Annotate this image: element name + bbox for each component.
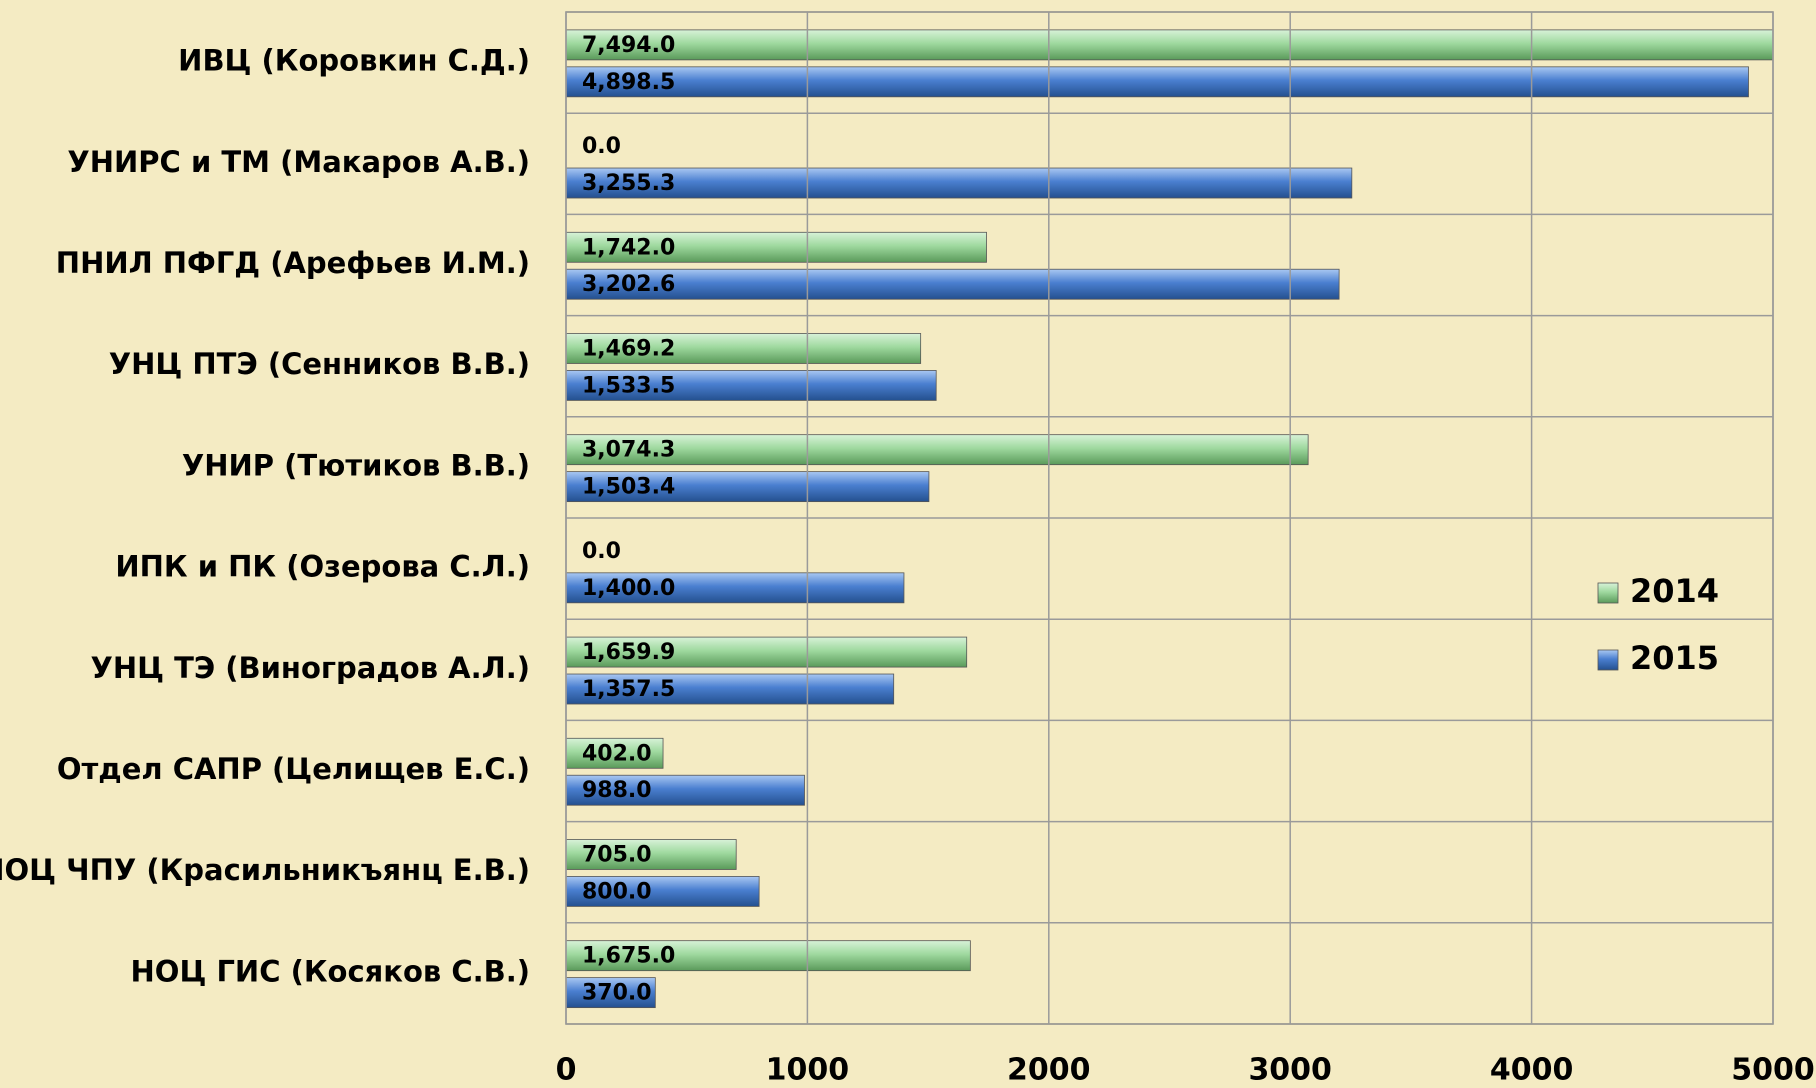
bar — [566, 29, 1773, 61]
value-label: 0.0 — [582, 134, 621, 159]
bar — [566, 940, 971, 972]
value-label: 1,659.9 — [582, 640, 675, 665]
category-label: Отдел САПР (Целищев Е.С.) — [57, 752, 530, 786]
bar — [566, 231, 987, 263]
legend-swatch — [1597, 649, 1619, 671]
category-label: УНЦ ТЭ (Виноградов А.Л.) — [90, 651, 530, 685]
x-tick-label: 5000 — [1731, 1053, 1815, 1088]
legend-label: 2015 — [1630, 639, 1719, 677]
value-label: 800.0 — [582, 879, 652, 904]
value-label: 988.0 — [582, 778, 652, 803]
bar — [566, 434, 1309, 466]
category-label: УНЦ ПТЭ (Сенников В.В.) — [109, 347, 530, 381]
value-label: 1,400.0 — [582, 576, 675, 601]
bar — [566, 876, 760, 907]
category-label: ИВЦ (Коровкин С.Д.) — [178, 44, 530, 78]
category-label: ИПК и ПК (Озерова С.Л.) — [115, 550, 530, 584]
bar — [566, 268, 1340, 300]
bar — [566, 977, 656, 1009]
x-tick-label: 1000 — [766, 1053, 850, 1088]
legend-swatch — [1597, 582, 1619, 604]
x-tick-label: 4000 — [1490, 1053, 1574, 1088]
value-label: 705.0 — [582, 842, 652, 867]
bar — [566, 66, 1749, 98]
category-label: НОЦ ЧПУ (Красильникъянц Е.В.) — [0, 853, 530, 887]
bar — [566, 471, 930, 503]
value-label: 4,898.5 — [582, 70, 675, 95]
value-label: 1,469.2 — [582, 336, 675, 361]
value-label: 3,202.6 — [582, 272, 675, 297]
value-label: 1,357.5 — [582, 677, 675, 702]
value-label: 370.0 — [582, 981, 652, 1006]
value-label: 1,675.0 — [582, 944, 675, 969]
bar — [566, 673, 895, 705]
bar — [566, 839, 737, 870]
value-label: 402.0 — [582, 741, 652, 766]
x-tick-label: 2000 — [1007, 1053, 1091, 1088]
legend-label: 2014 — [1630, 572, 1719, 610]
x-tick-label: 0 — [556, 1053, 577, 1088]
category-label: УНИРС и ТМ (Макаров А.В.) — [67, 145, 530, 179]
bar — [566, 774, 805, 806]
bar — [566, 167, 1353, 199]
value-label: 1,533.5 — [582, 373, 675, 398]
value-label: 0.0 — [582, 539, 621, 564]
bar — [566, 572, 905, 604]
category-label: УНИР (Тютиков В.В.) — [182, 448, 530, 482]
bar — [566, 636, 968, 668]
bar — [566, 737, 664, 769]
category-label: ПНИЛ ПФГД (Арефьев И.М.) — [56, 246, 530, 280]
category-label: НОЦ ГИС (Косяков С.В.) — [131, 954, 530, 988]
value-label: 1,503.4 — [582, 475, 675, 500]
value-label: 3,255.3 — [582, 171, 675, 196]
bar — [566, 370, 937, 401]
value-label: 3,074.3 — [582, 438, 675, 463]
bar — [566, 333, 922, 364]
x-tick-label: 3000 — [1248, 1053, 1332, 1088]
value-label: 7,494.0 — [582, 33, 675, 58]
value-label: 1,742.0 — [582, 235, 675, 260]
